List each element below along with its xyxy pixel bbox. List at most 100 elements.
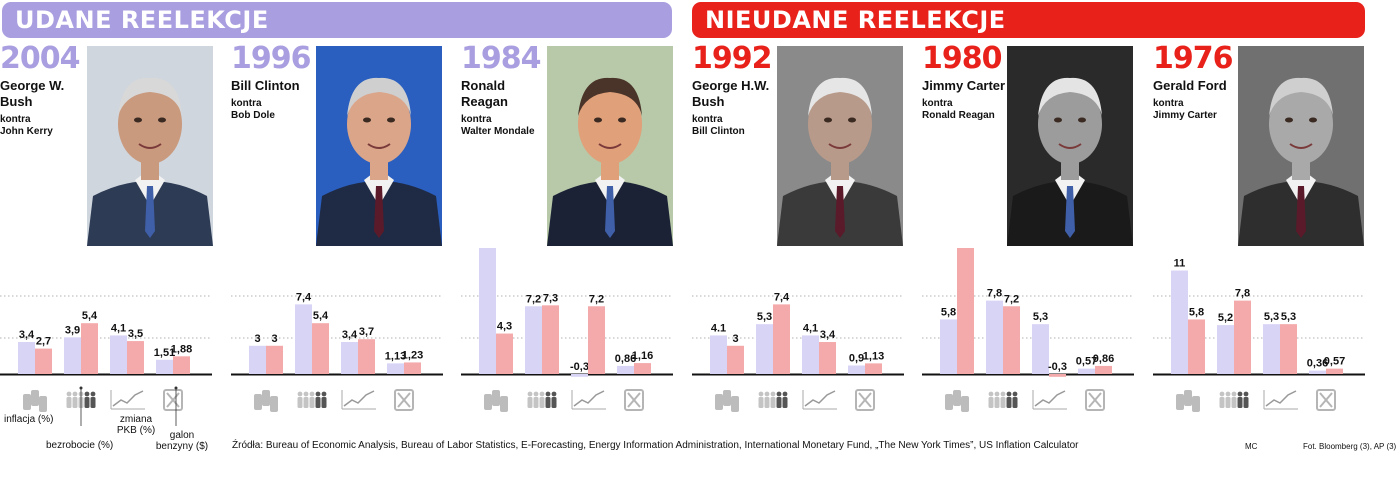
opponent-label: kontra Jimmy Carter (1153, 98, 1217, 121)
bar-4-b (404, 362, 421, 374)
coins-icon (1176, 390, 1200, 412)
data-label: 5,4 (313, 310, 329, 322)
people-icon (758, 391, 788, 408)
coins-icon (715, 390, 739, 412)
bar-3-b (358, 339, 375, 374)
bar-1-a (249, 345, 266, 374)
fuel-can-icon (163, 389, 183, 411)
people-icon (1219, 391, 1249, 408)
bar-3-a (802, 335, 819, 374)
data-label: 3,4 (820, 329, 836, 341)
data-label: 0,36 (1307, 358, 1328, 370)
bar-3-b (127, 341, 144, 374)
panel-year: 1984 (461, 41, 541, 76)
president-photo (547, 46, 673, 246)
bar-3-b (588, 306, 605, 374)
bar-1-a (1171, 270, 1188, 374)
data-label: 1,23 (402, 349, 423, 361)
data-label: 5,3 (757, 311, 772, 323)
bar-2-b (542, 305, 559, 374)
data-label: 7,4 (774, 291, 790, 303)
bar-1-b (1188, 319, 1205, 374)
coins-icon (254, 390, 278, 412)
data-label: 7,2 (589, 293, 604, 305)
panel-year: 1980 (922, 41, 1002, 76)
opponent-label: kontra John Kerry (0, 114, 53, 137)
bar-3-a (341, 342, 358, 374)
data-label: 7,8 (987, 288, 1002, 300)
sources-note: Źródła: Bureau of Economic Analysis, Bur… (232, 440, 1079, 451)
people-icon (527, 391, 557, 408)
data-label: 1,88 (171, 343, 192, 355)
data-label: 3 (254, 333, 260, 345)
fuel-can-icon (1085, 389, 1105, 411)
bar-3-b (1280, 324, 1297, 374)
data-label: 5,8 (1189, 306, 1204, 318)
panel-2004: 2004 George W. Bush kontra John Kerry 3,4 2,7… (0, 41, 213, 442)
bar-4-a (848, 365, 865, 374)
data-label: 5,3 (1281, 311, 1296, 323)
bar-3-a (1263, 324, 1280, 374)
bar-1-b (266, 345, 283, 374)
data-label: 3,4 (342, 329, 358, 341)
chart-line-icon (341, 390, 376, 410)
president-photo (316, 46, 442, 246)
bar-2-a (756, 324, 773, 374)
bar-1-a (940, 319, 957, 374)
bar-4-a (617, 365, 634, 374)
bar-1-a (710, 335, 727, 374)
failure-banner: NIEUDANE REELEKCJE (692, 2, 1365, 38)
president-name: George H.W. Bush kontra Bill Clinton (692, 78, 782, 138)
panel-year: 1976 (1153, 41, 1233, 76)
people-icon (297, 391, 327, 408)
panel-year: 2004 (0, 41, 80, 76)
panel-1996: 1996 Bill Clinton kontra Bob Dole 3 3 7,4 5,4 3,… (231, 42, 443, 442)
people-icon (66, 391, 96, 408)
chart-line-icon (110, 390, 145, 410)
legend-inflation: inflacja (%) (4, 414, 54, 425)
bar-4-a (1078, 368, 1095, 374)
people-icon (988, 391, 1018, 408)
data-label: 7,4 (296, 291, 312, 303)
data-label: 3,4 (19, 329, 35, 341)
bar-2-b (312, 323, 329, 374)
coins-icon (23, 390, 47, 412)
bar-1-a (479, 248, 496, 374)
bar-1-b (957, 248, 974, 374)
bar-3-a (110, 335, 127, 374)
data-label: -0,3 (1048, 361, 1067, 373)
bar-3-a (571, 374, 588, 377)
legend: inflacja (%) bezrobocie (%) zmiana PKB (… (0, 386, 230, 460)
data-label: 5,4 (82, 310, 98, 322)
legend-unemployment: bezrobocie (%) (46, 440, 114, 451)
data-label: 5,2 (1218, 312, 1233, 324)
legend-gdp: zmiana PKB (%) (116, 414, 156, 436)
president-name: Gerald Ford kontra Jimmy Carter (1153, 78, 1243, 122)
bar-chart-2004: 3,42,7 3,95,4 4,1 3,5 1,511,88 (0, 295, 212, 376)
opponent-label: kontra Ronald Reagan (922, 98, 995, 121)
fuel-can-icon (855, 389, 875, 411)
fuel-can-icon (624, 389, 644, 411)
data-label: 2,7 (36, 336, 51, 348)
fuel-can-icon (1316, 389, 1336, 411)
bar-2-b (773, 304, 790, 374)
president-name: Bill Clinton kontra Bob Dole (231, 78, 321, 122)
data-label: 3,7 (359, 326, 374, 338)
bar-4-b (634, 363, 651, 374)
indicator-icons (715, 389, 875, 412)
bar-4-b (1326, 368, 1343, 374)
legend-pointers (79, 386, 178, 426)
data-label: 7,2 (1004, 293, 1019, 305)
bar-2-a (295, 304, 312, 374)
bar-3-a (1032, 324, 1049, 374)
data-label: 0,57 (1324, 356, 1345, 368)
data-label: 7,3 (543, 292, 558, 304)
data-label: 1,16 (632, 350, 653, 362)
bar-4-b (1095, 365, 1112, 374)
data-label: 1,13 (385, 350, 406, 362)
bar-3-b (819, 342, 836, 374)
data-label: 5,3 (1033, 311, 1048, 323)
data-label: 1,13 (863, 350, 884, 362)
bar-1-b (35, 348, 52, 374)
